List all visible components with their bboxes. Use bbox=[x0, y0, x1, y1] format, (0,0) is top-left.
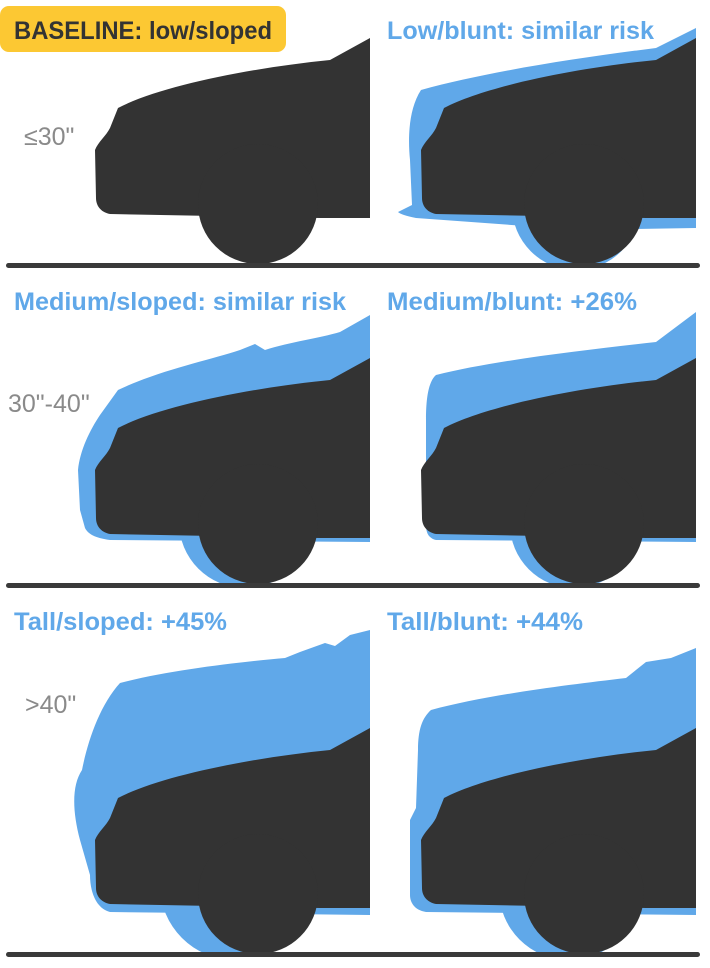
panel-tall-blunt bbox=[410, 648, 696, 955]
height-label-medium: 30"-40" bbox=[8, 390, 90, 418]
panel-low-blunt bbox=[398, 28, 696, 265]
height-label-low: ≤30" bbox=[24, 123, 74, 151]
wheel bbox=[198, 464, 318, 584]
panel-title-medium-sloped: Medium/sloped: similar risk bbox=[14, 288, 346, 316]
baseline-badge bbox=[0, 6, 286, 52]
wheel bbox=[198, 834, 318, 954]
panel-title-tall-sloped: Tall/sloped: +45% bbox=[14, 608, 227, 636]
ground-line bbox=[6, 952, 700, 957]
panel-title-low-blunt: Low/blunt: similar risk bbox=[387, 17, 654, 45]
panel-medium-blunt bbox=[421, 312, 696, 585]
panel-title-medium-blunt: Medium/blunt: +26% bbox=[387, 288, 637, 316]
panel-baseline bbox=[95, 38, 370, 264]
panel-medium-sloped bbox=[78, 315, 370, 585]
panel-title-tall-blunt: Tall/blunt: +44% bbox=[387, 608, 583, 636]
panel-tall-sloped bbox=[74, 630, 370, 955]
wheel bbox=[198, 144, 318, 264]
wheel bbox=[524, 464, 644, 584]
ground-line bbox=[6, 263, 700, 268]
wheel bbox=[524, 834, 644, 954]
height-label-tall: >40" bbox=[25, 691, 76, 719]
ground-line bbox=[6, 583, 700, 588]
wheel bbox=[524, 144, 644, 264]
panel-title-baseline: BASELINE: low/sloped bbox=[14, 17, 272, 45]
